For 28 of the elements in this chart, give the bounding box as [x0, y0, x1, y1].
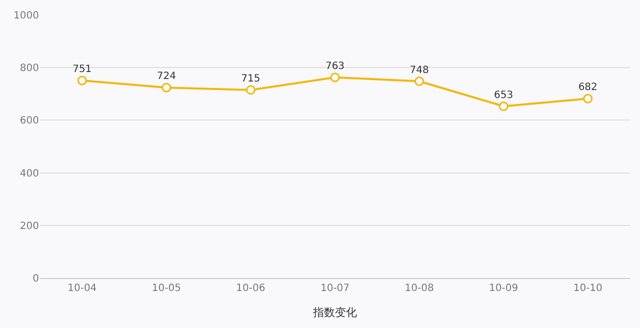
data-label: 763 — [325, 60, 345, 72]
y-tick-label: 600 — [20, 116, 39, 127]
x-tick-label: 10-05 — [152, 283, 181, 294]
data-label: 715 — [241, 73, 260, 84]
point — [162, 82, 172, 92]
y-tick-label: 800 — [20, 63, 39, 74]
x-tick-label: 10-06 — [236, 283, 266, 294]
x-tick-label: 10-08 — [404, 283, 434, 294]
x-tick-label: 10-04 — [68, 283, 97, 294]
point — [246, 85, 256, 95]
data-label: 653 — [494, 90, 514, 101]
point — [498, 102, 508, 112]
point — [583, 94, 593, 104]
data-label: 751 — [72, 64, 92, 75]
data-label: 748 — [410, 64, 429, 76]
point — [77, 76, 87, 86]
x-tick-label: 10-10 — [573, 283, 602, 294]
y-tick-label: 400 — [20, 168, 39, 180]
point — [414, 76, 424, 86]
x-tick-label: 10-09 — [489, 283, 518, 294]
x-tick-label: 10-07 — [320, 283, 350, 294]
y-tick-label: 0 — [32, 274, 39, 284]
y-tick-label: 1000 — [14, 10, 39, 22]
y-tick-label: 200 — [20, 220, 39, 232]
data-label: 724 — [156, 71, 176, 82]
point — [330, 72, 340, 82]
data-label: 682 — [578, 82, 598, 94]
x-axis-title: 指数变化 — [312, 306, 357, 320]
